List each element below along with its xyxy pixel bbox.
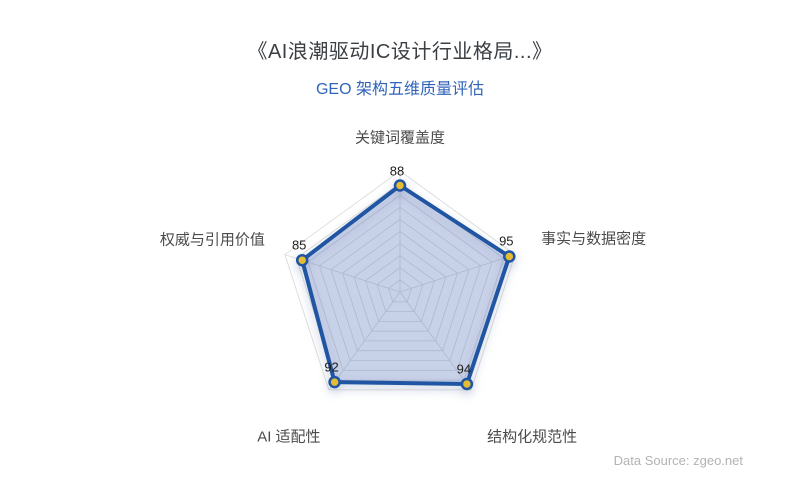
grid-ring — [342, 231, 458, 342]
axis-label: 结构化规范性 — [487, 428, 578, 446]
axis-spoke — [399, 291, 472, 391]
grid-ring — [295, 182, 505, 381]
grid-ring — [318, 206, 482, 361]
grid-ring — [376, 267, 424, 313]
axis-label: AI 适配性 — [257, 428, 321, 446]
data-point[interactable] — [328, 375, 341, 389]
value-label: 94 — [456, 361, 472, 377]
value-label: 95 — [499, 233, 514, 249]
axis-label: 关键词覆盖度 — [354, 129, 446, 147]
value-label: 85 — [291, 237, 307, 253]
grid-ring — [284, 170, 516, 391]
grid-ring — [365, 255, 435, 322]
axis-spoke — [328, 291, 401, 391]
axis-label: 权威与引用价值 — [159, 231, 265, 249]
axis-label: 事实与数据密度 — [541, 230, 647, 248]
data-point[interactable] — [460, 377, 474, 391]
grid-ring — [388, 279, 412, 303]
chart-subtitle: GEO 架构五维质量评估 — [315, 81, 484, 98]
value-label: 92 — [324, 359, 339, 375]
data-series — [295, 179, 516, 391]
page-title: 《AI浪潮驱动IC设计行业格局...》 — [247, 41, 553, 63]
data-polygon — [300, 183, 512, 386]
data-point[interactable] — [503, 250, 516, 263]
data-point[interactable] — [393, 179, 407, 192]
axis-spoke — [399, 254, 516, 293]
data-source-note: Data Source: zgeo.net — [613, 453, 743, 468]
grid-ring — [353, 243, 447, 332]
value-label: 88 — [389, 163, 405, 179]
data-point[interactable] — [295, 253, 309, 267]
grid-ring — [307, 194, 493, 371]
grid-ring — [330, 218, 470, 352]
